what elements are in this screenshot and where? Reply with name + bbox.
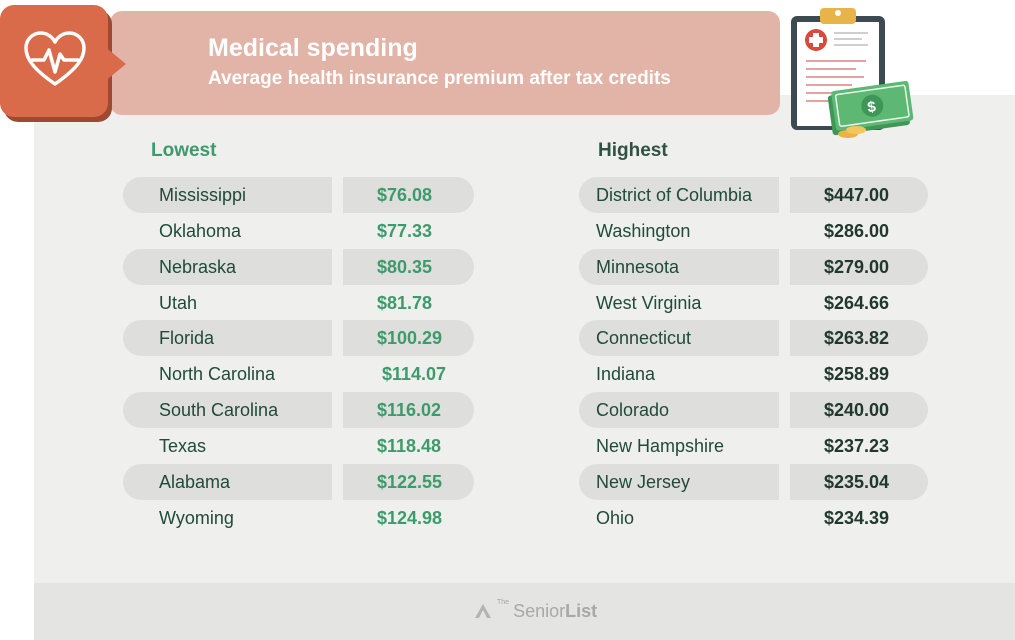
premium-value: $122.55: [377, 472, 443, 492]
svg-text:$: $: [866, 98, 877, 116]
state-name: Nebraska: [159, 257, 237, 277]
state-name: Wyoming: [159, 508, 234, 528]
row-state-cell: [123, 285, 332, 321]
row-value-cell: [790, 249, 928, 285]
premium-value: $116.02: [377, 400, 442, 420]
row-value-cell: [790, 392, 928, 428]
state-name: Connecticut: [596, 328, 692, 348]
row-state-cell: [123, 464, 332, 500]
heart-pulse-icon: [24, 31, 86, 86]
logo-list-text: List: [565, 600, 598, 621]
senior-list-logo: The Senior List: [473, 598, 597, 624]
state-name: Utah: [159, 293, 198, 313]
row-value-cell: [343, 249, 474, 285]
row-state-cell: [579, 464, 779, 500]
premium-value: $100.29: [377, 328, 443, 348]
icon-box: [0, 5, 108, 117]
row-state-cell: [123, 320, 332, 356]
premium-value: $76.08: [377, 185, 433, 205]
row-value-cell: [343, 177, 474, 213]
row-state-cell: [123, 392, 332, 428]
row-state-cell: [579, 392, 779, 428]
state-name: Texas: [159, 436, 207, 456]
state-name: Washington: [596, 221, 691, 241]
row-state-cell: [123, 177, 332, 213]
row-value-cell: [343, 464, 474, 500]
logo-senior-text: Senior: [513, 600, 566, 621]
premium-value: $235.04: [824, 472, 890, 492]
premium-value: $447.00: [824, 185, 890, 205]
premium-value: $118.48: [377, 436, 442, 456]
premium-value: $234.39: [824, 508, 890, 528]
clipboard-money-icon: $: [791, 8, 914, 138]
premium-value: $81.78: [377, 293, 433, 313]
state-name: Indiana: [596, 364, 656, 384]
state-name: Oklahoma: [159, 221, 242, 241]
premium-value: $240.00: [824, 400, 890, 420]
state-name: Alabama: [159, 472, 231, 492]
senior-list-logo-icon: [475, 604, 491, 618]
state-name: North Carolina: [159, 364, 276, 384]
premium-value: $286.00: [824, 221, 890, 241]
premium-value: $264.66: [824, 293, 890, 313]
premium-value: $80.35: [377, 257, 433, 277]
row-state-cell: [579, 249, 779, 285]
premium-value: $77.33: [377, 221, 433, 241]
premium-value: $114.07: [382, 364, 447, 384]
row-value-cell: [790, 464, 928, 500]
row-state-cell: [123, 428, 332, 464]
premium-value: $124.98: [377, 508, 443, 528]
state-name: Minnesota: [596, 257, 680, 277]
state-name: Mississippi: [159, 185, 247, 205]
row-state-cell: [123, 249, 332, 285]
state-name: New Jersey: [596, 472, 691, 492]
page-title: Medical spending: [208, 34, 418, 62]
row-value-cell: [343, 320, 474, 356]
premium-value: $263.82: [824, 328, 890, 348]
page-subtitle: Average health insurance premium after t…: [208, 68, 671, 89]
lowest-heading: Lowest: [151, 140, 217, 161]
highest-heading: Highest: [598, 140, 668, 161]
icon-box-notch: [104, 46, 126, 82]
premium-value: $279.00: [824, 257, 890, 277]
premium-value: $258.89: [824, 364, 890, 384]
state-name: New Hampshire: [596, 436, 725, 456]
state-name: Colorado: [596, 400, 670, 420]
row-value-cell: [790, 320, 928, 356]
state-name: District of Columbia: [596, 185, 753, 205]
row-value-cell: [790, 177, 928, 213]
state-name: West Virginia: [596, 293, 702, 313]
row-state-cell: [579, 320, 779, 356]
state-name: South Carolina: [159, 400, 279, 420]
row-value-cell: [343, 392, 474, 428]
row-state-cell: [579, 177, 779, 213]
state-name: Florida: [159, 328, 215, 348]
header-banner: [110, 11, 780, 115]
footer-bar: [34, 583, 1015, 640]
logo-small-text: The: [497, 598, 510, 606]
state-name: Ohio: [596, 508, 635, 528]
premium-value: $237.23: [824, 436, 890, 456]
